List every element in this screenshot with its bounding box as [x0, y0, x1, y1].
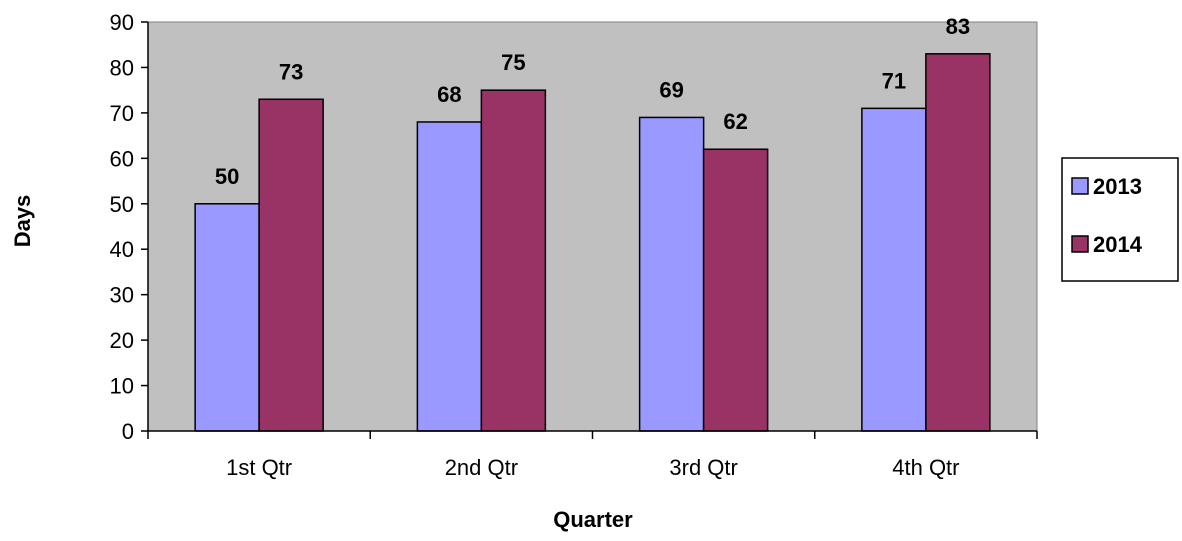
- y-tick-label: 60: [110, 146, 134, 171]
- bar-2014-2: [480, 89, 547, 432]
- x-tick-label: 2nd Qtr: [445, 455, 518, 480]
- bar-2014-1: [258, 98, 324, 432]
- data-label-2014-4: 83: [946, 14, 970, 39]
- legend-swatch-2013: [1071, 177, 1089, 195]
- y-tick-label: 80: [110, 55, 134, 80]
- y-tick-label: 0: [122, 419, 134, 444]
- y-tick-label: 30: [110, 283, 134, 308]
- legend-swatch-2014: [1071, 235, 1089, 253]
- x-tick-label: 1st Qtr: [226, 455, 292, 480]
- data-label-2013-4: 71: [882, 68, 906, 93]
- data-label-2014-2: 75: [501, 50, 525, 75]
- legend-label-2014: 2014: [1093, 232, 1143, 257]
- data-label-2014-1: 73: [279, 59, 303, 84]
- bar-2014-3: [702, 148, 769, 432]
- data-label-2013-2: 68: [437, 82, 461, 107]
- data-label-2013-3: 69: [659, 77, 683, 102]
- data-label-2014-3: 62: [723, 109, 747, 134]
- y-tick-label: 10: [110, 374, 134, 399]
- y-tick-label: 40: [110, 237, 134, 262]
- y-tick-label: 90: [110, 10, 134, 35]
- x-tick-label: 3rd Qtr: [669, 455, 737, 480]
- y-tick-label: 20: [110, 328, 134, 353]
- bar-2014-4: [925, 53, 991, 432]
- x-axis-title: Quarter: [553, 507, 633, 532]
- x-tick-label: 4th Qtr: [892, 455, 959, 480]
- data-label-2013-1: 50: [215, 164, 239, 189]
- bar-2013-4: [861, 107, 927, 432]
- y-tick-label: 70: [110, 101, 134, 126]
- y-axis-title: Days: [10, 195, 35, 248]
- bar-2013-2: [416, 121, 483, 432]
- bar-2013-3: [638, 116, 705, 432]
- y-tick-label: 50: [110, 192, 134, 217]
- legend-label-2013: 2013: [1093, 174, 1142, 199]
- bar-2013-1: [194, 203, 260, 432]
